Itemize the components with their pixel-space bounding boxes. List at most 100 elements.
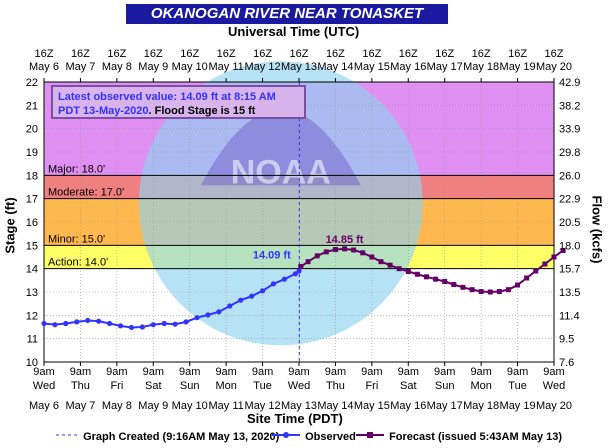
title-bar	[126, 4, 448, 24]
top-tick-date: May 12	[245, 61, 281, 73]
y2-tick-label: 29.8	[559, 147, 580, 159]
point-observed	[183, 319, 189, 325]
point-observed	[96, 318, 102, 324]
bottom-tick-weekday: Wed	[543, 380, 565, 392]
point-forecast	[305, 259, 311, 265]
point-forecast	[433, 276, 439, 282]
bottom-tick-date: May 8	[102, 400, 132, 412]
data-label: 14.09 ft	[253, 250, 291, 262]
y2-tick-label: 9.5	[559, 334, 574, 346]
bottom-axis-title: Site Time (PDT)	[247, 411, 343, 426]
latest-value-date: PDT 13-May-2020	[58, 105, 149, 117]
top-tick-date: May 20	[536, 61, 572, 73]
top-tick-date: May 11	[209, 61, 244, 73]
bottom-tick-weekday: Mon	[215, 380, 236, 392]
y2-tick-label: 20.5	[559, 217, 580, 229]
top-tick-label: 16Z	[217, 48, 236, 60]
y2-tick-label: 26.0	[559, 170, 580, 182]
y-tick-label: 17	[26, 194, 38, 206]
latest-value-box: Latest observed value: 14.09 ft at 8:15 …	[51, 85, 306, 119]
bottom-tick-time: 9am	[470, 366, 491, 378]
point-forecast	[424, 274, 429, 280]
point-observed	[259, 288, 266, 294]
noaa-seal-bird	[200, 109, 361, 186]
bottom-tick-time: 9am	[70, 366, 91, 378]
y2-tick-label: 13.5	[559, 287, 580, 299]
axes	[43, 78, 555, 366]
y-tick-label: 15	[26, 240, 38, 252]
top-tick-date: May 9	[138, 61, 168, 73]
point-observed	[117, 323, 124, 329]
y-tick-label: 13	[26, 287, 38, 299]
point-observed	[52, 322, 58, 328]
point-forecast	[515, 282, 521, 288]
legend: Graph Created (9:16AM May 13, 2020) Obse…	[0, 426, 610, 446]
top-tick-date: May 8	[102, 61, 132, 73]
point-forecast	[487, 289, 493, 295]
point-observed	[150, 322, 156, 328]
data-label: 14.85 ft	[326, 234, 364, 246]
y-tick-label: 12	[26, 310, 38, 322]
noaa-seal-text: NOAA	[231, 153, 331, 191]
y-tick-label: 22	[26, 77, 38, 89]
flood-stage-note: . Flood Stage is 15 ft	[148, 105, 256, 117]
top-tick-label: 16Z	[144, 48, 163, 60]
point-observed	[281, 276, 288, 282]
bottom-tick-weekday: Tue	[253, 380, 272, 392]
legend-observed-label: Observed	[305, 431, 356, 443]
series-lines	[41, 246, 566, 331]
bottom-tick-weekday: Wed	[33, 380, 55, 392]
point-forecast	[332, 247, 338, 253]
top-tick-label: 16Z	[508, 48, 527, 60]
top-tick-label: 16Z	[362, 48, 381, 60]
bottom-tick-time: 9am	[288, 366, 309, 378]
y2-tick-label: 7.6	[559, 357, 574, 369]
point-observed	[238, 297, 244, 303]
y2-tick-label: 33.9	[559, 124, 580, 136]
point-observed	[194, 315, 200, 321]
point-observed	[139, 324, 145, 330]
y2-tick-label: 42.9	[559, 77, 580, 89]
flood-threshold-lines: Major: 18.0' Moderate: 17.0' Minor: 15.0' A…	[44, 82, 554, 362]
threshold-label-moderate: Moderate: 17.0'	[48, 187, 124, 199]
y-tick-label: 20	[26, 124, 38, 136]
left-axis-title: Stage (ft)	[2, 197, 18, 254]
flood-stage-text: PDT 13-May-2020. Flood Stage is 15 ft	[58, 104, 299, 118]
bottom-tick-weekday: Sun	[435, 380, 455, 392]
bottom-tick-time: 9am	[106, 366, 127, 378]
y2-tick-label: 15.7	[559, 264, 580, 276]
point-forecast	[451, 282, 457, 288]
top-tick-date: May 7	[65, 61, 95, 73]
point-forecast	[524, 275, 530, 281]
legend-forecast-label: Forecast (issued 5:43AM May 13)	[389, 431, 563, 443]
point-observed	[106, 320, 113, 327]
point-observed	[161, 320, 167, 327]
top-tick-date: May 15	[354, 61, 390, 73]
bottom-tick-weekday: Mon	[470, 380, 491, 392]
y2-tick-label: 22.9	[559, 194, 580, 206]
top-tick-label: 16Z	[326, 48, 345, 60]
threshold-label-action: Action: 14.0'	[48, 257, 108, 269]
point-forecast	[542, 261, 548, 267]
y-tick-label: 11	[27, 334, 38, 346]
point-observed	[292, 271, 298, 277]
point-observed	[172, 321, 178, 327]
point-observed	[205, 312, 211, 318]
bottom-tick-date: May 17	[427, 400, 463, 412]
dashed-line-icon	[56, 434, 78, 436]
point-forecast	[460, 284, 466, 290]
point-forecast	[351, 247, 357, 253]
legend-created-label: Graph Created (9:16AM May 13, 2020)	[83, 431, 280, 443]
y-tick-label: 16	[26, 217, 38, 229]
bottom-tick-time: 9am	[33, 366, 54, 378]
top-tick-date: May 18	[463, 61, 499, 73]
y2-tick-label: 11.4	[559, 310, 580, 322]
tick-labels: 14.09 ft 14.85 ft 10 11 12 13 14 15 16 17 18 19 20 21…	[26, 48, 581, 412]
point-forecast	[414, 271, 420, 277]
point-forecast	[298, 264, 304, 270]
top-tick-label: 16Z	[435, 48, 454, 60]
point-forecast	[387, 262, 393, 268]
legend-graph-created: Graph Created (9:16AM May 13, 2020)	[56, 430, 279, 443]
y2-tick-label: 18.0	[559, 240, 580, 252]
